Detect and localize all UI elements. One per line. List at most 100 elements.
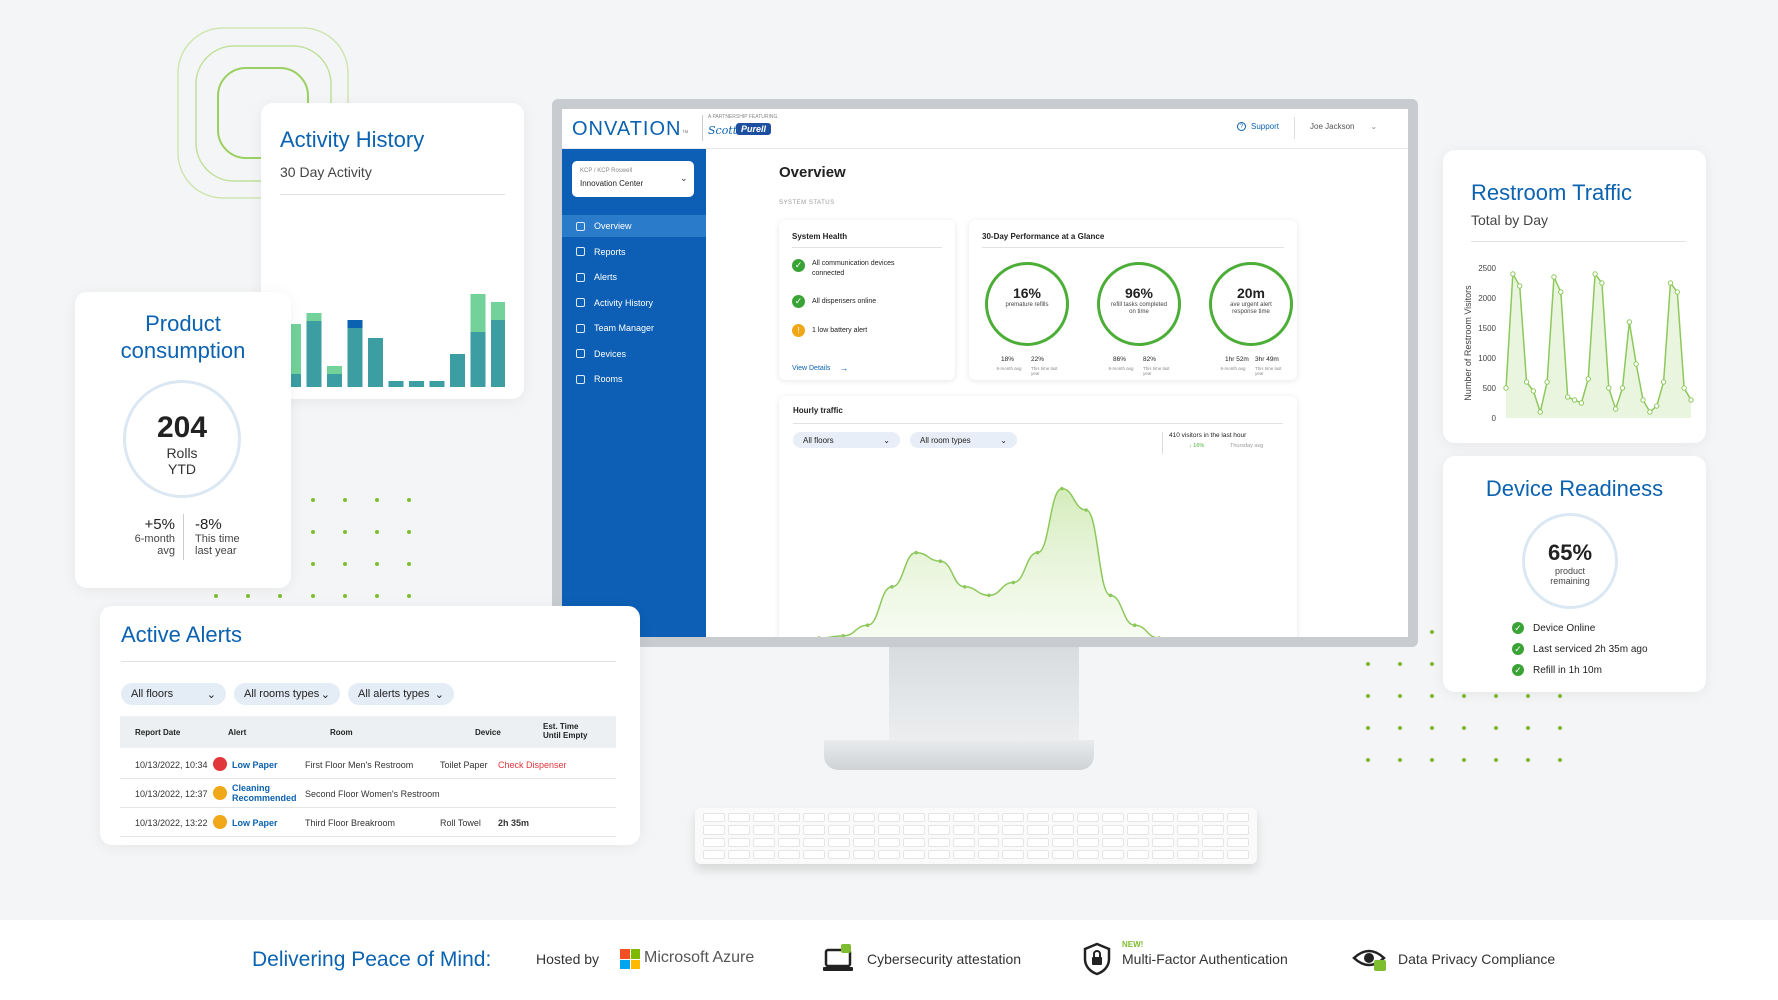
keyboard-key (977, 825, 1000, 835)
traffic-point (1578, 400, 1585, 406)
footer: Delivering Peace of Mind: Hosted by Micr… (0, 920, 1778, 1000)
table-row[interactable]: 10/13/2022, 13:22 Low Paper Third Floor Br… (120, 808, 616, 837)
hourly-traffic-point (1108, 593, 1113, 598)
decorative-dot (1430, 630, 1434, 634)
support-link[interactable]: ? Support (1237, 122, 1279, 131)
sidebar-item-label: Overview (594, 221, 632, 231)
cell-time: 2h 35m (498, 818, 530, 828)
divider (792, 247, 942, 248)
keyboard-key (902, 837, 925, 847)
decorative-dot (1366, 758, 1370, 762)
column-header[interactable]: Device (475, 728, 501, 737)
view-details-link[interactable]: View Details → (792, 363, 848, 373)
metric-6mo-value: 86% (1113, 356, 1127, 363)
metric-value: 16% (1012, 285, 1042, 301)
check-dispenser-link[interactable]: Check Dispenser (498, 760, 567, 770)
keyboard-key (1052, 849, 1075, 859)
room-types-filter-label: All room types (920, 435, 971, 445)
sidebar-item-overview[interactable]: Overview (562, 215, 706, 237)
room-types-filter[interactable]: All rooms types ⌄ (234, 683, 340, 705)
cell-date: 10/13/2022, 13:22 (135, 818, 208, 828)
traffic-point (1585, 376, 1591, 382)
table-row[interactable]: 10/13/2022, 12:37 Cleaning Recommended Seco… (120, 779, 616, 808)
cell-alert-line2[interactable]: Recommended (232, 793, 297, 803)
decorative-dot (1366, 726, 1370, 730)
sidebar-item-team-manager[interactable]: Team Manager (562, 317, 706, 339)
keyboard-key (777, 849, 800, 859)
health-item-label: 1 low battery alert (812, 327, 868, 334)
column-header[interactable]: Est. Time Until Empty (543, 722, 587, 740)
activity-bar-segment (470, 332, 486, 387)
decorative-dot (1398, 694, 1402, 698)
decorative-dot (311, 594, 315, 598)
sidebar-item-activity-history[interactable]: Activity History (562, 292, 706, 314)
decorative-dot (343, 530, 347, 534)
traffic-point (1510, 271, 1516, 277)
keyboard-key (927, 825, 950, 835)
sidebar-item-label: Alerts (594, 272, 618, 282)
traffic-area (1506, 274, 1691, 418)
product-consumption-title: Product consumption (75, 310, 291, 364)
keyboard-key (1052, 837, 1075, 847)
keyboard-key (703, 813, 725, 823)
room-types-filter[interactable]: All room types ⌄ (910, 432, 1017, 448)
cell-alert[interactable]: Low Paper (232, 818, 278, 828)
activity-history-chart (286, 294, 505, 387)
alert-types-filter[interactable]: All alerts types ⌄ (348, 683, 454, 705)
location-selector[interactable]: KCP / KCP Roswell Innovation Center ⌄ (572, 161, 694, 197)
sidebar-item-devices[interactable]: Devices (562, 343, 706, 365)
traffic-point (1530, 388, 1537, 394)
keyboard-key (1127, 837, 1150, 847)
traffic-point (1647, 409, 1653, 415)
keyboard-key (703, 849, 725, 859)
consumption-unit: Rolls (166, 445, 198, 461)
metric-value: 96% (1124, 285, 1154, 301)
sidebar-item-alerts[interactable]: Alerts (562, 266, 706, 288)
header-divider (702, 115, 703, 141)
cell-device: Roll Towel (440, 818, 481, 828)
floors-filter[interactable]: All floors ⌄ (793, 432, 900, 448)
stat-value: +5% (144, 516, 175, 533)
activity-bar-segment (306, 321, 322, 387)
metric-6mo-label: 6-month avg (996, 366, 1022, 371)
column-header[interactable]: Room (330, 728, 353, 737)
decorative-dot (1398, 758, 1402, 762)
cell-alert[interactable]: Cleaning (232, 783, 271, 793)
laptop-lock-icon (823, 944, 853, 971)
keyboard-key (1177, 837, 1200, 847)
decorative-dot (407, 562, 411, 566)
traffic-point (1599, 280, 1605, 286)
traffic-point (1517, 283, 1523, 289)
cell-alert[interactable]: Low Paper (232, 760, 278, 770)
decorative-dot (375, 498, 379, 502)
user-menu[interactable]: Joe Jackson ⌄ (1310, 122, 1377, 131)
table-row[interactable]: 10/13/2022, 10:34 Low Paper First Floor Me… (120, 750, 616, 779)
activity-bar-segment (450, 354, 465, 387)
chevron-down-icon: ⌄ (883, 435, 890, 445)
metric-last-year-value: 82% (1143, 356, 1157, 363)
floors-filter[interactable]: All floors ⌄ (121, 683, 226, 705)
page-title: Overview (779, 164, 846, 181)
keyboard-key (1127, 825, 1150, 835)
readiness-item: ✓ Device Online (1512, 622, 1595, 634)
sidebar-item-rooms[interactable]: Rooms (562, 368, 706, 390)
onvation-logo[interactable]: ONVATION™ (572, 118, 688, 141)
keyboard-key (1027, 849, 1050, 859)
activity-bar-segment (368, 338, 383, 387)
sidebar-item-label: Reports (594, 246, 626, 257)
chevron-down-icon: ⌄ (434, 688, 444, 701)
column-header[interactable]: Alert (228, 728, 247, 737)
view-details-label: View Details (792, 364, 831, 372)
keyboard-key (802, 849, 825, 859)
keyboard-key (1177, 825, 1200, 835)
activity-bar-segment (491, 320, 505, 387)
keyboard-key (1052, 813, 1075, 823)
sidebar: KCP / KCP Roswell Innovation Center ⌄ Ov… (562, 149, 706, 637)
filter-label: All alerts types (358, 688, 430, 700)
stat-label: This time (195, 533, 240, 545)
sidebar-item-reports[interactable]: Reports (562, 241, 706, 263)
traffic-point (1626, 319, 1633, 325)
readiness-item-label: Last serviced 2h 35m ago (1533, 643, 1648, 655)
system-health-title: System Health (792, 232, 848, 241)
column-header[interactable]: Report Date (135, 728, 181, 737)
